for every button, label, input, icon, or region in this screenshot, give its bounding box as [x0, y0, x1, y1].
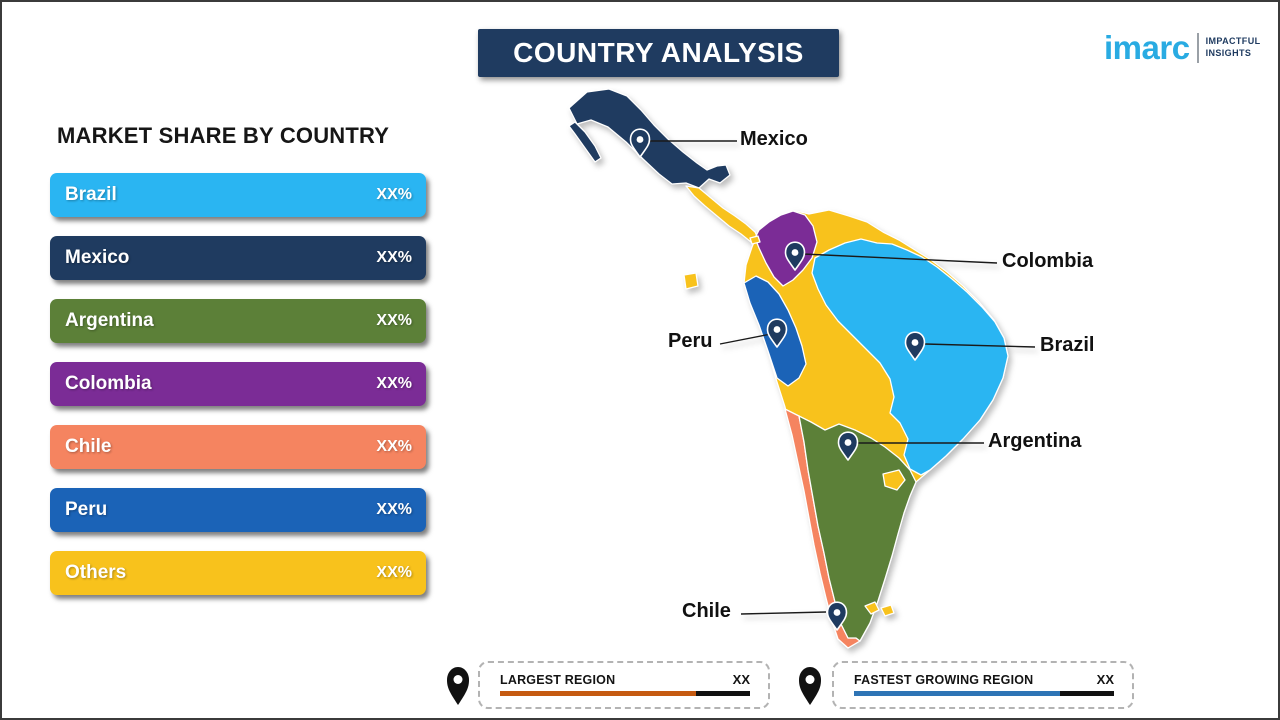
map-region-baja-california	[568, 121, 602, 163]
bar-label-chile: Chile	[65, 436, 112, 457]
map-label-brazil: Brazil	[1040, 334, 1095, 356]
label-line-peru	[719, 333, 772, 345]
fastest-region-bar-color	[854, 691, 1060, 696]
bar-others: Others XX%	[50, 551, 426, 595]
bar-value-chile: XX%	[376, 438, 412, 455]
largest-region-value: XX	[732, 672, 750, 687]
map-label-mexico: Mexico	[740, 128, 808, 150]
fastest-region-box: FASTEST GROWING REGION XX	[832, 661, 1134, 709]
title-banner: COUNTRY ANALYSIS	[478, 29, 839, 77]
fastest-region-label: FASTEST GROWING REGION	[854, 673, 1034, 687]
logo-divider	[1196, 32, 1199, 63]
map-label-peru: Peru	[668, 330, 713, 352]
logo-tagline: IMPACTFUL INSIGHTS	[1206, 36, 1261, 59]
largest-region-bar	[500, 691, 750, 696]
bar-label-argentina: Argentina	[65, 310, 154, 331]
map-pin-argentina	[837, 431, 859, 461]
latin-america-map	[547, 82, 1047, 662]
fastest-region-bar	[854, 691, 1114, 696]
page-title: COUNTRY ANALYSIS	[513, 37, 804, 68]
map-pin-chile	[826, 601, 848, 631]
map-island-galapagos	[683, 272, 699, 290]
bar-peru: Peru XX%	[50, 488, 426, 532]
map-pin-peru	[766, 318, 788, 348]
map-island-falkland-east	[880, 604, 895, 617]
map-island-trinidad	[749, 235, 761, 245]
bar-value-argentina: XX%	[376, 312, 412, 329]
map-pin-mexico	[629, 128, 651, 158]
map-pin-brazil	[904, 331, 926, 361]
largest-region-bar-dark	[696, 691, 750, 696]
map-label-colombia: Colombia	[1002, 250, 1094, 272]
fastest-region-bar-dark	[1060, 691, 1114, 696]
largest-region-box: LARGEST REGION XX	[478, 661, 770, 709]
label-line-chile	[740, 611, 827, 615]
imarc-logo: imarc IMPACTFUL INSIGHTS	[1104, 31, 1261, 64]
bar-value-brazil: XX%	[376, 186, 412, 203]
chart-title: MARKET SHARE BY COUNTRY	[57, 123, 390, 148]
bar-brazil: Brazil XX%	[50, 173, 426, 217]
logo-brand-text: imarc	[1104, 29, 1190, 66]
map-island-falkland-west	[864, 601, 880, 615]
map-region-central-america	[685, 185, 760, 243]
map-label-chile: Chile	[682, 600, 731, 622]
bar-value-colombia: XX%	[376, 375, 412, 392]
largest-region-pin-icon	[447, 667, 469, 705]
map-region-argentina	[798, 415, 917, 642]
bar-label-others: Others	[65, 562, 127, 583]
bar-label-brazil: Brazil	[65, 184, 117, 205]
map-pin-colombia	[784, 241, 806, 271]
bar-value-mexico: XX%	[376, 249, 412, 266]
map-region-brazil	[811, 238, 1009, 476]
bar-mexico: Mexico XX%	[50, 236, 426, 280]
label-line-brazil	[924, 343, 1036, 348]
map-label-argentina: Argentina	[988, 430, 1082, 452]
fastest-region-pin-icon	[799, 667, 821, 705]
bar-chile: Chile XX%	[50, 425, 426, 469]
market-share-bars: Brazil XX% Mexico XX% Argentina XX% Colo…	[50, 173, 426, 614]
largest-region-label: LARGEST REGION	[500, 673, 616, 687]
map-region-uruguay	[882, 469, 906, 491]
largest-region-bar-color	[500, 691, 696, 696]
bar-label-colombia: Colombia	[65, 373, 152, 394]
label-line-colombia	[802, 253, 998, 264]
bar-label-mexico: Mexico	[65, 247, 130, 268]
bar-label-peru: Peru	[65, 499, 108, 520]
fastest-region-value: XX	[1096, 672, 1114, 687]
bar-value-others: XX%	[376, 564, 412, 581]
logo-tagline-line2: INSIGHTS	[1205, 47, 1252, 58]
bar-colombia: Colombia XX%	[50, 362, 426, 406]
bar-value-peru: XX%	[376, 501, 412, 518]
bar-argentina: Argentina XX%	[50, 299, 426, 343]
logo-tagline-line1: IMPACTFUL	[1205, 35, 1261, 46]
